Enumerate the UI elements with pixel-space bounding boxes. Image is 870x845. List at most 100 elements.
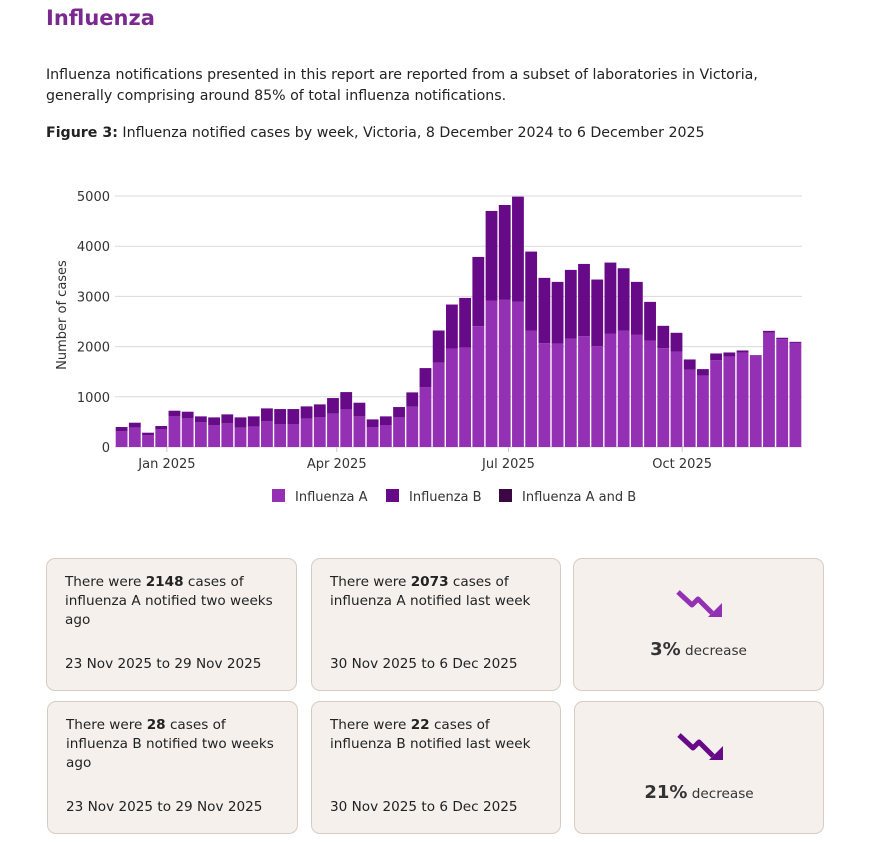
card-date-range: 23 Nov 2025 to 29 Nov 2025 bbox=[66, 799, 263, 815]
y-axis-label: Number of cases bbox=[55, 260, 70, 370]
bar-influenza-a bbox=[472, 326, 485, 447]
bar-influenza-a bbox=[459, 347, 472, 447]
bar-influenza-a bbox=[366, 427, 379, 447]
bar-influenza-b bbox=[710, 353, 723, 361]
card-text: There were 22 cases of influenza B notif… bbox=[330, 717, 531, 752]
bar-influenza-a bbox=[208, 425, 220, 447]
card-flu-b-two-weeks-ago: There were 28 cases of influenza B notif… bbox=[47, 701, 298, 834]
bar-influenza-a bbox=[379, 425, 392, 447]
bar-influenza-a bbox=[155, 429, 168, 447]
bar-influenza-a bbox=[419, 387, 432, 447]
legend-label: Influenza A bbox=[295, 490, 368, 505]
case-count: 28 bbox=[146, 717, 166, 733]
influenza-chart: 0 1000 2000 3000 4000 5000 Jan 2025 Apr 2025 Ju… bbox=[55, 190, 802, 505]
bar-influenza-b bbox=[564, 269, 577, 339]
y-tick-label: 4000 bbox=[77, 240, 110, 255]
x-tick-label: Apr 2025 bbox=[307, 457, 367, 472]
bar-influenza-a bbox=[327, 413, 339, 447]
bar-influenza-b bbox=[261, 408, 273, 422]
card-text: There were 2148 cases of influenza A not… bbox=[65, 574, 273, 628]
bar-influenza-a bbox=[630, 334, 643, 447]
bar-influenza-a bbox=[142, 435, 154, 447]
legend-label: Influenza B bbox=[409, 490, 482, 505]
bar-influenza-a bbox=[261, 421, 273, 447]
figure-caption-text: Influenza notified cases by week, Victor… bbox=[117, 125, 705, 141]
bar-influenza-b bbox=[578, 263, 590, 337]
bar-influenza-a bbox=[181, 418, 194, 447]
bar-influenza-b bbox=[155, 426, 168, 430]
bar-influenza-a bbox=[644, 340, 656, 447]
figure-label: Figure 3: bbox=[46, 125, 118, 141]
bar-influenza-b bbox=[789, 341, 802, 343]
percent-change: 3% decrease bbox=[650, 639, 747, 660]
bar-influenza-b bbox=[697, 369, 709, 376]
y-tick-label: 0 bbox=[102, 441, 110, 456]
bar-influenza-b bbox=[525, 251, 538, 331]
bar-influenza-a bbox=[274, 424, 287, 447]
y-tick-label: 5000 bbox=[77, 190, 110, 205]
card-date-range: 23 Nov 2025 to 29 Nov 2025 bbox=[65, 656, 262, 672]
bar-influenza-b bbox=[472, 256, 485, 327]
bar-influenza-b bbox=[181, 411, 194, 419]
bar-influenza-b bbox=[723, 352, 736, 357]
bar-influenza-a bbox=[340, 409, 353, 447]
bar-influenza-b bbox=[459, 297, 472, 348]
bar-influenza-a bbox=[287, 424, 300, 447]
bar-influenza-b bbox=[247, 416, 260, 427]
bar-influenza-a bbox=[617, 330, 630, 447]
bar-influenza-b bbox=[644, 301, 656, 341]
bar-influenza-b bbox=[763, 330, 775, 333]
bar-influenza-a bbox=[221, 423, 234, 447]
bar-influenza-a bbox=[749, 355, 762, 447]
bar-influenza-b bbox=[512, 196, 524, 302]
bar-influenza-b bbox=[287, 409, 300, 425]
y-tick-label: 2000 bbox=[77, 341, 110, 356]
bar-influenza-b bbox=[168, 410, 181, 417]
bar-influenza-b bbox=[234, 417, 247, 428]
bar-influenza-b bbox=[485, 210, 498, 301]
legend-swatch bbox=[499, 489, 512, 502]
bar-influenza-a bbox=[789, 342, 802, 447]
bar-influenza-a bbox=[564, 338, 577, 447]
bar-influenza-b bbox=[419, 368, 432, 388]
bar-influenza-b bbox=[406, 392, 419, 407]
section-title: Influenza bbox=[46, 6, 155, 30]
trend-down-icon bbox=[676, 590, 722, 617]
bar-influenza-a bbox=[247, 426, 260, 447]
x-tick-label: Oct 2025 bbox=[652, 457, 712, 472]
bar-influenza-a bbox=[697, 375, 709, 447]
bar-influenza-a bbox=[393, 417, 405, 447]
bar-influenza-b bbox=[736, 350, 749, 353]
bar-influenza-a bbox=[485, 300, 498, 447]
bar-influenza-a bbox=[234, 427, 247, 447]
card-text: There were 28 cases of influenza B notif… bbox=[66, 717, 274, 771]
case-count: 2073 bbox=[410, 574, 449, 590]
bar-influenza-a bbox=[776, 339, 789, 447]
bar-influenza-b bbox=[366, 419, 379, 428]
card-date-range: 30 Nov 2025 to 6 Dec 2025 bbox=[330, 799, 518, 815]
x-tick-label: Jul 2025 bbox=[481, 457, 535, 472]
bar-influenza-a bbox=[657, 348, 670, 447]
bar-influenza-a bbox=[432, 362, 445, 447]
bar-influenza-b bbox=[498, 204, 511, 300]
bar-influenza-b bbox=[551, 281, 564, 344]
bar-influenza-b bbox=[353, 402, 366, 417]
x-tick-label: Jan 2025 bbox=[137, 457, 195, 472]
card-flu-b-last-week: There were 22 cases of influenza B notif… bbox=[311, 701, 561, 834]
bar-influenza-a bbox=[168, 416, 181, 447]
card-flu-b-change: 21% decrease bbox=[574, 701, 824, 834]
bar-influenza-b bbox=[432, 330, 445, 363]
bar-influenza-b bbox=[393, 407, 405, 418]
figure-caption: Figure 3: Influenza notified cases by we… bbox=[46, 125, 705, 141]
card-text: There were 2073 cases of influenza A not… bbox=[330, 574, 531, 609]
legend-swatch bbox=[386, 489, 399, 502]
bar-influenza-a bbox=[115, 431, 128, 447]
bar-influenza-b bbox=[591, 279, 604, 347]
y-tick-label: 3000 bbox=[77, 290, 110, 305]
bar-influenza-b bbox=[617, 268, 630, 331]
case-count: 2148 bbox=[145, 574, 184, 590]
bar-influenza-b bbox=[313, 404, 326, 418]
bar-influenza-b bbox=[340, 392, 353, 410]
bar-influenza-a bbox=[445, 348, 458, 447]
card-flu-a-change: 3% decrease bbox=[573, 558, 824, 691]
